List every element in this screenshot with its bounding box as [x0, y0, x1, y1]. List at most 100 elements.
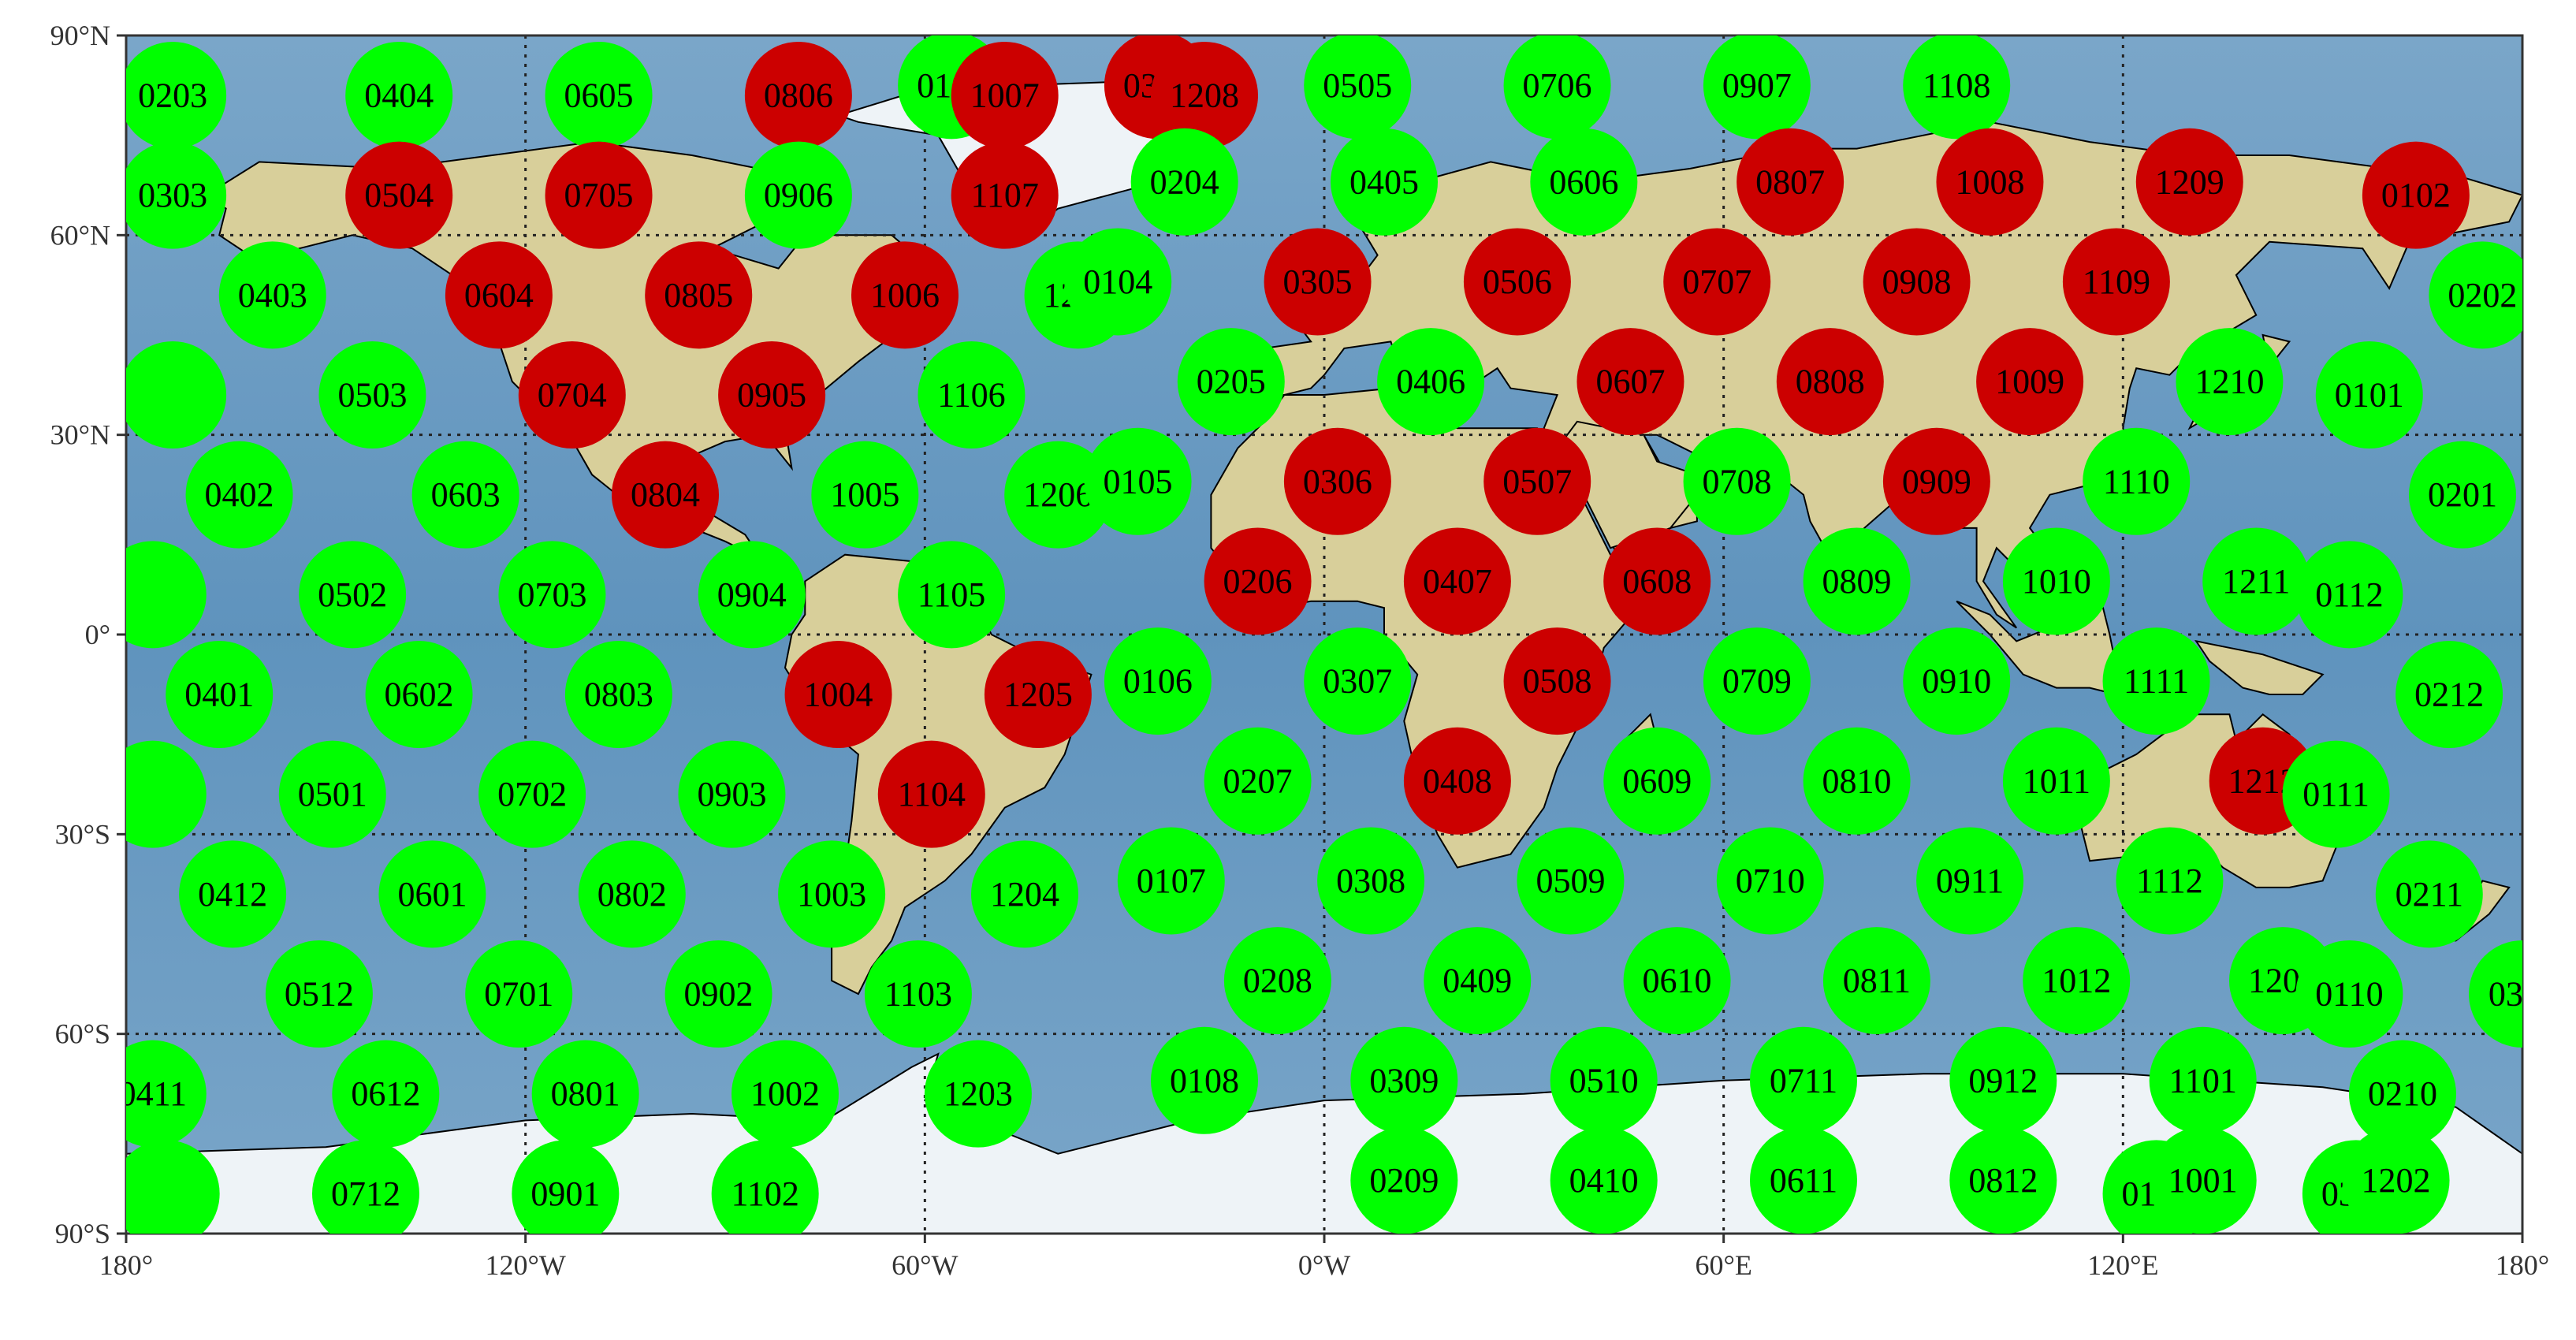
- satellite-marker[interactable]: 1107: [951, 141, 1059, 249]
- satellite-marker[interactable]: 0403: [218, 241, 326, 349]
- satellite-marker[interactable]: 1006: [851, 241, 959, 349]
- satellite-marker[interactable]: 1103: [864, 940, 972, 1048]
- satellite-marker[interactable]: 1012: [2023, 927, 2131, 1035]
- satellite-marker[interactable]: 0510: [1550, 1026, 1658, 1134]
- satellite-marker[interactable]: 0202: [2429, 241, 2536, 349]
- satellite-marker[interactable]: 1210: [2176, 328, 2284, 436]
- satellite-marker[interactable]: 0602: [365, 641, 473, 748]
- satellite-marker[interactable]: 0606: [1530, 128, 1638, 236]
- satellite-marker[interactable]: 0206: [1204, 527, 1312, 635]
- satellite-marker[interactable]: 0609: [1603, 727, 1711, 835]
- satellite-marker[interactable]: 1009: [1976, 328, 2084, 436]
- satellite-marker[interactable]: 0803: [564, 641, 672, 748]
- satellite-marker[interactable]: 0508: [1503, 627, 1611, 735]
- satellite-marker[interactable]: 1209: [2135, 128, 2243, 236]
- satellite-marker[interactable]: 0507: [1483, 427, 1591, 535]
- satellite-marker[interactable]: 0610: [1623, 927, 1731, 1035]
- satellite-marker[interactable]: 0208: [1223, 927, 1331, 1035]
- satellite-marker[interactable]: 0611: [1750, 1126, 1857, 1234]
- satellite-marker[interactable]: 0702: [478, 740, 586, 848]
- satellite-marker[interactable]: 0911: [1916, 827, 2024, 935]
- satellite-marker[interactable]: 1001: [2149, 1126, 2257, 1234]
- satellite-marker[interactable]: 1106: [918, 341, 1026, 449]
- satellite-marker[interactable]: 0204: [1130, 128, 1238, 236]
- satellite-marker[interactable]: 1104: [877, 740, 985, 848]
- satellite-marker[interactable]: 0909: [1882, 427, 1990, 535]
- satellite-marker[interactable]: 1111: [2102, 627, 2210, 735]
- satellite-marker[interactable]: 0108: [1151, 1026, 1258, 1134]
- satellite-marker[interactable]: 0505: [1304, 32, 1412, 140]
- satellite-marker[interactable]: 1211: [2202, 527, 2310, 635]
- satellite-marker[interactable]: 0101: [2315, 341, 2423, 449]
- satellite-marker[interactable]: 0405: [1331, 128, 1438, 236]
- satellite-marker[interactable]: 0703: [498, 541, 606, 649]
- satellite-marker[interactable]: 0901: [512, 1140, 620, 1247]
- satellite-marker[interactable]: 0203: [119, 42, 227, 149]
- satellite-marker[interactable]: 0705: [545, 141, 653, 249]
- satellite-marker[interactable]: 0311: [2469, 940, 2576, 1048]
- satellite-marker[interactable]: 1101: [2149, 1026, 2257, 1134]
- satellite-marker[interactable]: 0409: [1424, 927, 1532, 1035]
- satellite-marker[interactable]: 0306: [1283, 427, 1391, 535]
- satellite-marker[interactable]: 1110: [2083, 427, 2191, 535]
- satellite-marker[interactable]: 0207: [1204, 727, 1312, 835]
- satellite-marker[interactable]: 0504: [345, 141, 453, 249]
- satellite-marker[interactable]: 0811: [1822, 927, 1930, 1035]
- satellite-marker[interactable]: 1206: [1004, 441, 1112, 549]
- satellite-marker[interactable]: 0501: [278, 740, 386, 848]
- satellite-marker[interactable]: 0707: [1663, 228, 1771, 336]
- satellite-marker[interactable]: 0406: [1377, 328, 1485, 436]
- satellite-marker[interactable]: 0701: [465, 940, 573, 1048]
- satellite-marker[interactable]: 1102: [711, 1140, 819, 1247]
- satellite-marker[interactable]: 0708: [1683, 427, 1791, 535]
- satellite-marker[interactable]: 0408: [1403, 727, 1511, 835]
- satellite-marker[interactable]: 0111: [2282, 740, 2390, 848]
- satellite-marker[interactable]: 0308: [1317, 827, 1425, 935]
- satellite-marker[interactable]: 0805: [645, 241, 753, 349]
- satellite-marker[interactable]: 0205: [1177, 328, 1285, 436]
- satellite-marker[interactable]: 0902: [664, 940, 772, 1048]
- satellite-marker[interactable]: 0908: [1863, 228, 1971, 336]
- satellite-marker[interactable]: 0211: [2375, 840, 2483, 948]
- satellite-marker[interactable]: 1007: [951, 42, 1059, 149]
- satellite-marker[interactable]: 0802: [578, 840, 686, 948]
- satellite-marker[interactable]: 1011: [2002, 727, 2110, 835]
- satellite-marker[interactable]: 0912: [1949, 1026, 2057, 1134]
- satellite-marker[interactable]: 0107: [1117, 827, 1225, 935]
- satellite-marker[interactable]: [113, 1140, 220, 1247]
- satellite-marker[interactable]: 1108: [1903, 32, 2011, 140]
- satellite-marker[interactable]: 0808: [1776, 328, 1884, 436]
- satellite-marker[interactable]: 0411: [99, 1040, 207, 1148]
- satellite-marker[interactable]: 1208: [1151, 42, 1258, 149]
- satellite-marker[interactable]: 0906: [744, 141, 852, 249]
- satellite-marker[interactable]: 0712: [312, 1140, 419, 1247]
- satellite-marker[interactable]: 0512: [265, 940, 373, 1048]
- satellite-marker[interactable]: 1002: [731, 1040, 839, 1148]
- satellite-marker[interactable]: 1010: [2002, 527, 2110, 635]
- satellite-marker[interactable]: 0309: [1350, 1026, 1458, 1134]
- satellite-marker[interactable]: 0110: [2295, 940, 2403, 1048]
- satellite-marker[interactable]: 1004: [784, 641, 892, 748]
- satellite-marker[interactable]: 1203: [924, 1040, 1032, 1148]
- satellite-marker[interactable]: 0607: [1576, 328, 1684, 436]
- satellite-marker[interactable]: 0407: [1403, 527, 1511, 635]
- satellite-marker[interactable]: 0503: [318, 341, 426, 449]
- satellite-marker[interactable]: 0102: [2362, 141, 2470, 249]
- satellite-marker[interactable]: 0209: [1350, 1126, 1458, 1234]
- satellite-marker[interactable]: 0605: [545, 42, 653, 149]
- satellite-marker[interactable]: 1109: [2062, 228, 2170, 336]
- satellite-marker[interactable]: 0601: [378, 840, 486, 948]
- satellite-marker[interactable]: 0106: [1104, 627, 1212, 735]
- satellite-marker[interactable]: [99, 541, 207, 649]
- satellite-marker[interactable]: 0910: [1903, 627, 2011, 735]
- satellite-marker[interactable]: 0307: [1304, 627, 1412, 735]
- satellite-marker[interactable]: 0706: [1503, 32, 1611, 140]
- satellite-marker[interactable]: 0104: [1064, 228, 1172, 336]
- satellite-marker[interactable]: 0904: [698, 541, 806, 649]
- satellite-marker[interactable]: 0704: [518, 341, 626, 449]
- satellite-marker[interactable]: 1205: [984, 641, 1092, 748]
- satellite-marker[interactable]: 1202: [2342, 1126, 2450, 1234]
- satellite-marker[interactable]: 0506: [1463, 228, 1571, 336]
- satellite-marker[interactable]: 0402: [185, 441, 293, 549]
- satellite-marker[interactable]: 1105: [898, 541, 1006, 649]
